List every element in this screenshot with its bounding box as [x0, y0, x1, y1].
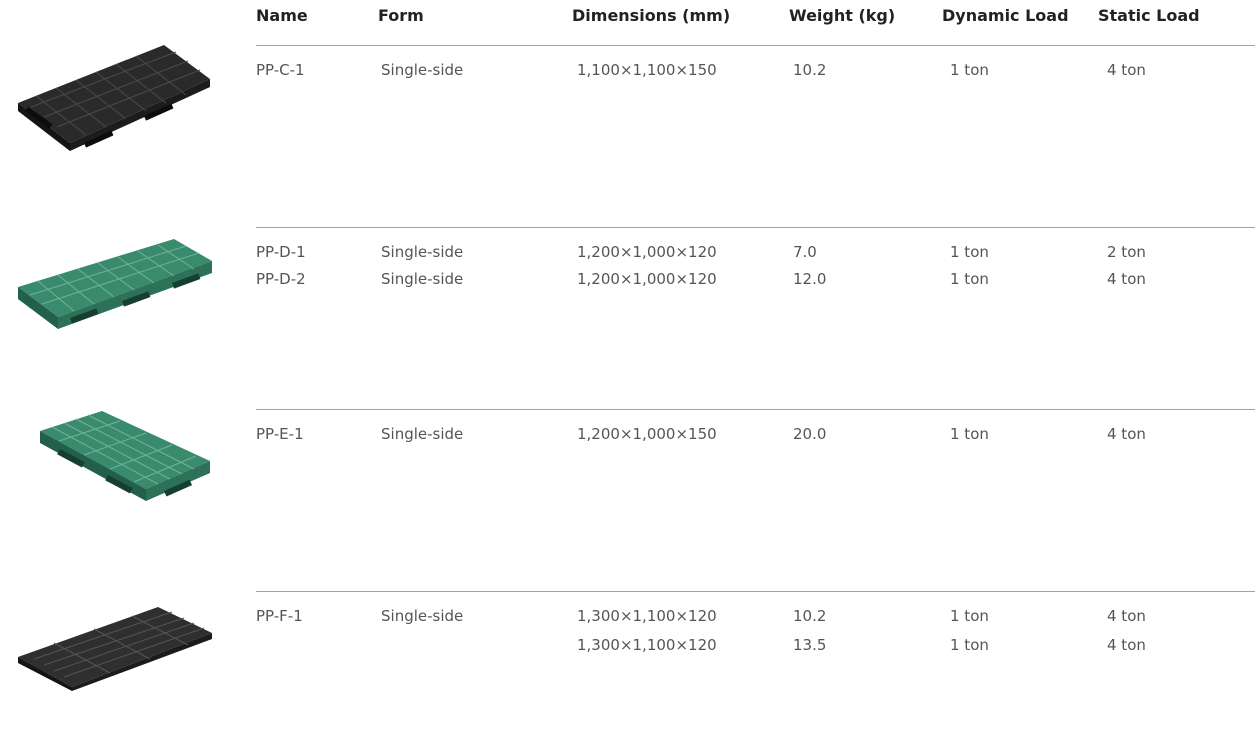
product-static-load: 4 ton — [1107, 270, 1146, 288]
product-dimensions: 1,300×1,100×120 — [577, 636, 717, 654]
header-form: Form — [378, 6, 424, 25]
header-dimensions: Dimensions (mm) — [572, 6, 731, 25]
product-section-pp-f: PP-F-1 Single-side 1,300×1,100×120 10.2 … — [0, 591, 1255, 751]
product-form: Single-side — [381, 243, 464, 261]
pallet-green-icon — [40, 411, 210, 501]
product-weight: 13.5 — [793, 636, 827, 654]
table-header: Name Form Dimensions (mm) Weight (kg) Dy… — [0, 0, 1255, 40]
pallet-green-icon — [18, 239, 212, 329]
section-divider — [256, 227, 1255, 228]
product-dimensions: 1,200×1,000×150 — [577, 425, 717, 443]
product-dynamic-load: 1 ton — [950, 607, 989, 625]
product-section-pp-e: PP-E-1 Single-side 1,200×1,000×150 20.0 … — [0, 409, 1255, 569]
product-weight: 20.0 — [793, 425, 827, 443]
product-form: Single-side — [381, 425, 464, 443]
product-name: PP-D-1 — [256, 243, 306, 261]
header-dynamic-load: Dynamic Load — [942, 6, 1069, 25]
section-divider — [256, 45, 1255, 46]
pallet-black-icon — [18, 607, 212, 691]
product-dynamic-load: 1 ton — [950, 425, 989, 443]
product-name: PP-F-1 — [256, 607, 303, 625]
product-dynamic-load: 1 ton — [950, 270, 989, 288]
product-name: PP-D-2 — [256, 270, 306, 288]
section-divider — [256, 591, 1255, 592]
product-static-load: 4 ton — [1107, 61, 1146, 79]
product-static-load: 2 ton — [1107, 243, 1146, 261]
header-name: Name — [256, 6, 308, 25]
product-weight: 7.0 — [793, 243, 817, 261]
product-name: PP-E-1 — [256, 425, 304, 443]
product-form: Single-side — [381, 61, 464, 79]
product-weight: 10.2 — [793, 61, 827, 79]
pallet-black-icon — [18, 45, 210, 151]
product-dimensions: 1,200×1,000×120 — [577, 243, 717, 261]
product-form: Single-side — [381, 607, 464, 625]
product-dimensions: 1,100×1,100×150 — [577, 61, 717, 79]
section-divider — [256, 409, 1255, 410]
product-dimensions: 1,300×1,100×120 — [577, 607, 717, 625]
product-static-load: 4 ton — [1107, 425, 1146, 443]
product-section-pp-c: PP-C-1 Single-side 1,100×1,100×150 10.2 … — [0, 45, 1255, 205]
product-dynamic-load: 1 ton — [950, 243, 989, 261]
product-name: PP-C-1 — [256, 61, 305, 79]
product-weight: 12.0 — [793, 270, 827, 288]
product-weight: 10.2 — [793, 607, 827, 625]
header-static-load: Static Load — [1098, 6, 1200, 25]
product-form: Single-side — [381, 270, 464, 288]
product-static-load: 4 ton — [1107, 607, 1146, 625]
product-dynamic-load: 1 ton — [950, 636, 989, 654]
product-static-load: 4 ton — [1107, 636, 1146, 654]
product-dynamic-load: 1 ton — [950, 61, 989, 79]
header-weight: Weight (kg) — [789, 6, 896, 25]
product-dimensions: 1,200×1,000×120 — [577, 270, 717, 288]
product-section-pp-d: PP-D-1 Single-side 1,200×1,000×120 7.0 1… — [0, 227, 1255, 387]
